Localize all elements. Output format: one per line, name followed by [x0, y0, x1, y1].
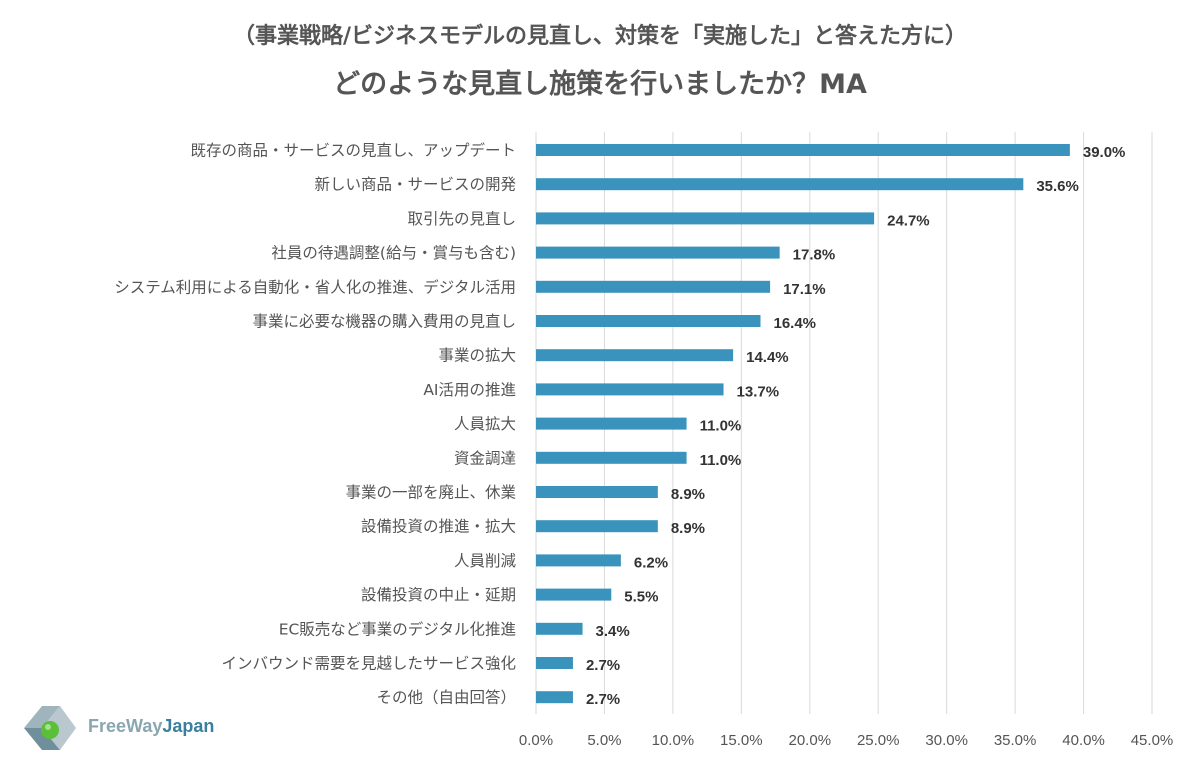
data-label: 8.9%: [671, 486, 705, 503]
bar: [536, 144, 1070, 156]
x-tick-label: 20.0%: [789, 732, 832, 749]
x-tick-label: 40.0%: [1062, 732, 1105, 749]
data-label: 2.7%: [586, 657, 620, 674]
category-label: 設備投資の中止・延期: [361, 586, 516, 604]
category-label: インバウンド需要を見越したサービス強化: [221, 655, 516, 673]
data-label: 3.4%: [596, 623, 630, 640]
bar: [536, 280, 771, 293]
bar: [536, 417, 687, 430]
logo-text-freeway: FreeWay: [88, 716, 163, 736]
category-label: 社員の待遇調整(給与・賞与も含む): [271, 244, 516, 262]
x-tick-label: 25.0%: [857, 732, 900, 749]
data-label: 39.0%: [1083, 144, 1126, 161]
category-label: その他（自由回答）: [376, 689, 516, 707]
data-label: 17.1%: [783, 281, 826, 298]
data-label: 24.7%: [887, 212, 930, 229]
chart-title: どのような見直し施策を行いましたか？MA: [333, 69, 867, 100]
bar: [536, 657, 573, 669]
category-label: 設備投資の推進・拡大: [361, 518, 516, 536]
logo-mark-icon: [24, 706, 76, 750]
bar: [536, 451, 687, 464]
category-label: 取引先の見直し: [407, 210, 516, 228]
bar: [536, 554, 621, 567]
x-tick-label: 30.0%: [925, 732, 968, 749]
bar: [536, 383, 724, 396]
logo-text: FreeWayJapan: [88, 716, 214, 737]
x-tick-label: 35.0%: [994, 732, 1037, 749]
category-label: 資金調達: [454, 449, 516, 467]
data-label: 6.2%: [634, 554, 668, 571]
data-label: 17.8%: [793, 247, 836, 264]
category-label: 既存の商品・サービスの見直し、アップデート: [190, 141, 516, 160]
category-label: AI活用の推進: [423, 381, 516, 399]
bar: [536, 349, 734, 362]
bar: [536, 520, 658, 533]
freewayjapan-logo: FreeWayJapan: [20, 700, 220, 756]
category-label: 事業の拡大: [438, 347, 516, 365]
x-tick-label: 45.0%: [1131, 732, 1174, 749]
data-label: 11.0%: [700, 418, 742, 435]
category-label: 新しい商品・サービスの開発: [314, 176, 516, 194]
x-tick-label: 15.0%: [720, 732, 763, 749]
x-tick-label: 10.0%: [652, 732, 695, 749]
x-tick-label: 5.0%: [587, 732, 621, 749]
data-label: 13.7%: [737, 383, 780, 400]
logo-text-japan: Japan: [162, 716, 215, 736]
bar: [536, 486, 658, 498]
bar: [536, 178, 1024, 191]
data-label: 8.9%: [671, 520, 705, 537]
category-label: システム利用による自動化・省人化の推進、デジタル活用: [114, 277, 516, 296]
category-label: 事業の一部を廃止、休業: [345, 484, 516, 502]
category-label: 人員削減: [454, 552, 517, 570]
bar: [536, 212, 875, 225]
bar: [536, 588, 612, 601]
category-label: 事業に必要な機器の購入費用の見直し: [252, 313, 516, 331]
data-label: 11.0%: [700, 452, 742, 469]
data-label: 16.4%: [773, 315, 816, 332]
bar: [536, 315, 761, 327]
data-label: 35.6%: [1036, 178, 1079, 195]
category-label: 人員拡大: [454, 415, 516, 433]
chart-subtitle: （事業戦略/ビジネスモデルの見直し、対策を「実施した」と答えた方に）: [232, 24, 968, 49]
data-label: 5.5%: [624, 589, 658, 606]
data-label: 2.7%: [586, 691, 620, 708]
category-label: EC販売など事業のデジタル化推進: [279, 619, 516, 638]
bar: [536, 691, 573, 704]
x-tick-label: 0.0%: [519, 732, 553, 749]
bar: [536, 246, 780, 259]
bar: [536, 622, 583, 635]
data-label: 14.4%: [746, 349, 789, 366]
